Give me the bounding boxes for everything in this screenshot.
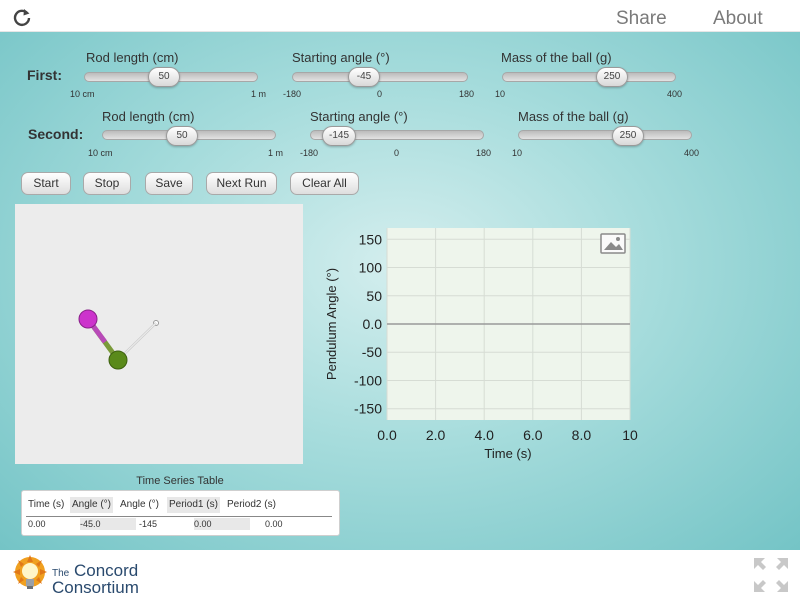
second-starting-angle-slider-track[interactable] bbox=[310, 130, 484, 140]
table-cell-angle-2: -145 bbox=[139, 519, 158, 529]
second-starting-angle-mid-label: 0 bbox=[394, 148, 400, 158]
graph-y-tick-label: 100 bbox=[359, 260, 383, 276]
table-header-angle-1: Angle (°) bbox=[70, 497, 114, 513]
second-row-label: Second: bbox=[28, 126, 84, 142]
second-mass-slider-thumb[interactable]: 250 bbox=[612, 126, 644, 146]
second-mass-slider-track[interactable] bbox=[518, 130, 692, 140]
footer bbox=[0, 550, 800, 600]
clear-all-button[interactable]: Clear All bbox=[290, 172, 359, 195]
graph-y-tick-label: -50 bbox=[362, 344, 382, 360]
top-bar: Share About bbox=[0, 0, 800, 32]
graph-x-tick-label: 6.0 bbox=[523, 427, 543, 443]
graph-y-axis-label: Pendulum Angle (°) bbox=[324, 268, 339, 380]
first-rod-length-slider-thumb[interactable]: 50 bbox=[148, 67, 180, 87]
second-starting-angle-label: Starting angle (°) bbox=[310, 109, 408, 124]
first-rod-length-min-label: 10 cm bbox=[70, 89, 95, 99]
logo-text-consortium: Consortium bbox=[52, 578, 139, 597]
table-header-time: Time (s) bbox=[28, 499, 65, 510]
table-cell-angle-1: -45.0 bbox=[80, 518, 136, 530]
fullscreen-icon[interactable] bbox=[752, 556, 790, 594]
second-rod-length-label: Rod length (cm) bbox=[102, 109, 195, 124]
first-mass-max-label: 400 bbox=[667, 89, 683, 99]
second-starting-angle-slider-thumb[interactable]: -145 bbox=[322, 126, 356, 146]
graph-y-tick-label: -100 bbox=[354, 372, 382, 388]
graph-x-tick-label: 8.0 bbox=[572, 427, 592, 443]
table-header-period1: Period1 (s) bbox=[167, 497, 220, 513]
table-cell-period1: 0.00 bbox=[194, 518, 250, 530]
first-mass-label: Mass of the ball (g) bbox=[501, 50, 612, 65]
pendulum-2-ball[interactable] bbox=[108, 350, 128, 370]
table-header-period2: Period2 (s) bbox=[227, 499, 276, 510]
graph-y-tick-label: 150 bbox=[359, 231, 383, 247]
logo-text-the: The bbox=[52, 568, 70, 579]
next-run-button[interactable]: Next Run bbox=[206, 172, 277, 195]
second-rod-length-slider-thumb[interactable]: 50 bbox=[166, 126, 198, 146]
pendulum-view[interactable] bbox=[15, 204, 303, 464]
first-mass-slider-thumb[interactable]: 250 bbox=[596, 67, 628, 87]
graph-x-tick-label: 10 bbox=[622, 427, 638, 443]
graph-x-tick-label: 2.0 bbox=[426, 427, 446, 443]
second-mass-label: Mass of the ball (g) bbox=[518, 109, 629, 124]
time-series-table[interactable]: Time (s) Angle (°) Angle (°) Period1 (s)… bbox=[21, 490, 340, 536]
first-starting-angle-label: Starting angle (°) bbox=[292, 50, 390, 65]
start-button[interactable]: Start bbox=[21, 172, 71, 195]
first-mass-min-label: 10 bbox=[495, 89, 506, 99]
graph-y-tick-label: 50 bbox=[366, 288, 382, 304]
image-icon[interactable] bbox=[600, 233, 626, 254]
first-rod-length-label: Rod length (cm) bbox=[86, 50, 179, 65]
second-starting-angle-max-label: 180 bbox=[476, 148, 492, 158]
graph-y-tick-label: -150 bbox=[354, 401, 382, 417]
first-starting-angle-mid-label: 0 bbox=[377, 89, 383, 99]
time-series-table-title: Time Series Table bbox=[136, 475, 224, 487]
first-mass-slider-track[interactable] bbox=[502, 72, 676, 82]
first-starting-angle-slider-track[interactable] bbox=[292, 72, 468, 82]
table-header-angle-2: Angle (°) bbox=[120, 499, 160, 510]
table-cell-time: 0.00 bbox=[28, 519, 46, 529]
second-rod-length-min-label: 10 cm bbox=[88, 148, 113, 158]
about-link[interactable]: About bbox=[713, 8, 763, 29]
save-button[interactable]: Save bbox=[145, 172, 193, 195]
first-starting-angle-max-label: 180 bbox=[459, 89, 475, 99]
concord-consortium-logo-icon bbox=[13, 555, 47, 589]
second-rod-length-max-label: 1 m bbox=[268, 148, 284, 158]
graph-y-tick-label: 0.0 bbox=[363, 316, 383, 332]
second-mass-max-label: 400 bbox=[684, 148, 700, 158]
pendulum-angle-graph: 150 100 50 0.0 -50 -100 -150 0.0 2.0 4.0 6.0 8.0 10… bbox=[324, 228, 638, 461]
table-cell-period2: 0.00 bbox=[265, 519, 283, 529]
first-rod-length-max-label: 1 m bbox=[251, 89, 267, 99]
pendulum-1-ball[interactable] bbox=[78, 309, 98, 329]
logo-text-concord: Concord bbox=[73, 561, 139, 580]
graph-x-axis-label: Time (s) bbox=[484, 446, 531, 461]
first-starting-angle-min-label: -180 bbox=[283, 89, 302, 99]
first-row-label: First: bbox=[27, 67, 62, 83]
reload-icon[interactable] bbox=[12, 7, 32, 27]
table-header-divider bbox=[26, 516, 332, 517]
graph-x-tick-label: 4.0 bbox=[474, 427, 494, 443]
share-link[interactable]: Share bbox=[616, 8, 667, 29]
graph-x-tick-label: 0.0 bbox=[377, 427, 397, 443]
first-starting-angle-slider-thumb[interactable]: -45 bbox=[348, 67, 380, 87]
simulation-stage: First: Rod length (cm) 50 10 cm 1 m Star… bbox=[0, 32, 800, 550]
second-starting-angle-min-label: -180 bbox=[300, 148, 319, 158]
stop-button[interactable]: Stop bbox=[83, 172, 131, 195]
second-mass-min-label: 10 bbox=[512, 148, 523, 158]
